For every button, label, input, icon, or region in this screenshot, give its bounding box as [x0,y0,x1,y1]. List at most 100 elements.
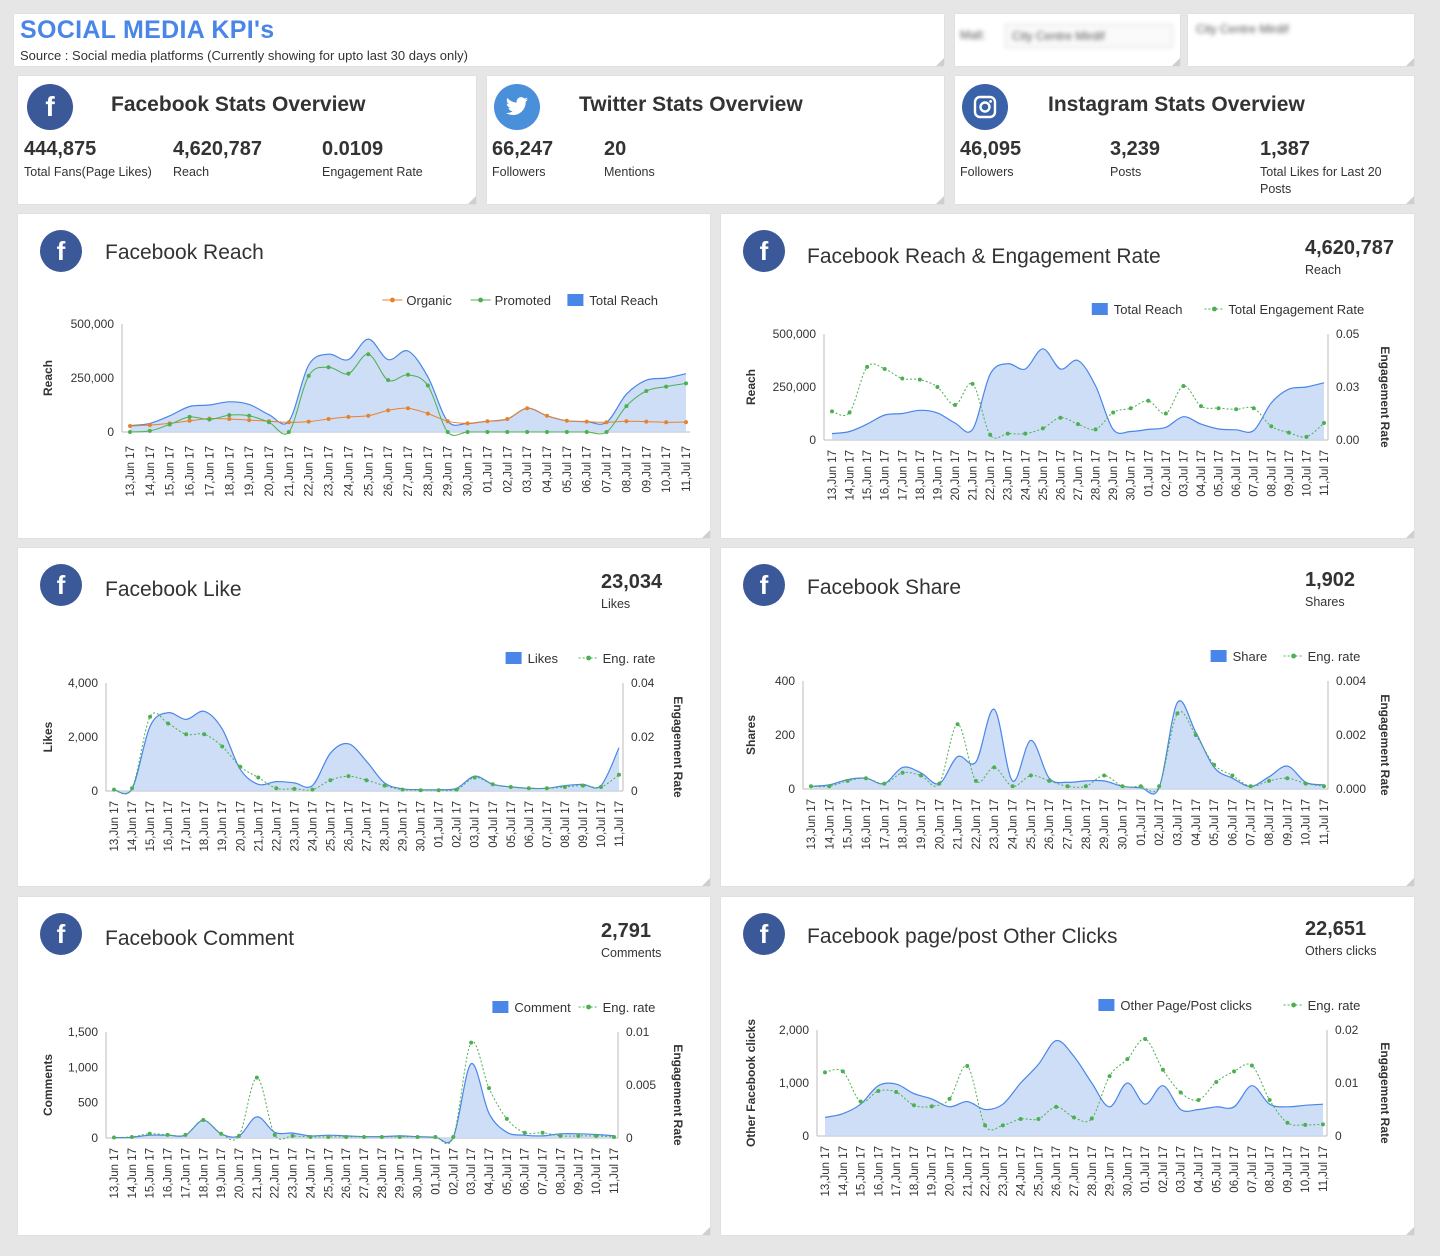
promoted-point [425,383,430,388]
x-tick-label: 25,Jun 17 [1038,450,1050,501]
eng-rate-point [1193,733,1198,737]
organic-point [485,419,490,424]
y-tick-label: 2,000 [779,1023,809,1037]
total-engagement-rate-point [1304,434,1309,439]
x-tick-label: 10,Jul 17 [1301,799,1313,846]
y-axis-title: Shares [744,715,758,755]
x-tick-label: 20,Jun 17 [934,799,946,850]
y-tick-label: 500,000 [773,327,817,341]
mall-filter-dropdown[interactable]: City Centre Mirdif [1005,24,1173,48]
x-tick-label: 01,Jul 17 [1143,450,1155,497]
eng-rate-point [1285,1120,1290,1125]
eng-rate-point [148,714,153,719]
promoted-point [128,430,132,434]
x-tick-label: 03,Jul 17 [1172,799,1184,846]
eng-rate-point [973,778,978,783]
promoted-point [584,430,589,434]
organic-point [147,423,152,428]
fb-share-chart-title: Facebook Share [807,576,962,599]
fb-reach-value: 4,620,787 [173,138,262,160]
legend-label-eng-rate: Eng. rate [1308,649,1361,664]
organic-point [684,420,688,425]
x-tick-label: 16,Jun 17 [185,446,197,497]
x-tick-label: 13,Jun 17 [109,801,121,852]
eng-rate-point [292,786,297,791]
total-engagement-rate-point [953,403,957,408]
x-tick-label: 27,Jun 17 [362,801,374,852]
eng-rate-point [1303,1122,1308,1127]
organic-point [584,419,589,424]
x-tick-label: 15,Jun 17 [856,1146,868,1197]
x-tick-label: 13,Jun 17 [109,1148,121,1199]
x-tick-label: 19,Jun 17 [927,1146,939,1197]
total-reach-area [130,339,686,432]
fb-like-card: f Facebook Like 23,034 Likes 0 2,000 4,000… [18,548,710,886]
eng-rate-point [1083,784,1088,789]
y2-tick-label: 0.002 [1336,728,1366,742]
total-engagement-rate-point [1040,426,1045,431]
eng-rate-point [454,787,459,792]
fb-comment-big-value: 2,791 [601,920,652,942]
fb-reach-eng-chart: 0 250,000 500,000 0.00 0.03 0.05 Reach Engageme… [744,302,1392,501]
x-tick-label: 25,Jun 17 [1033,1146,1045,1197]
eng-rate-point [274,786,279,791]
tw-followers-label: Followers [492,165,546,179]
legend-marker-eng-rate [1291,1002,1296,1008]
eng-rate-point [827,784,832,789]
x-tick-label: 15,Jun 17 [145,801,157,852]
x-tick-label: 16,Jun 17 [163,1148,175,1199]
eng-rate-point [558,1133,563,1138]
facebook-icon: f [27,84,73,130]
x-tick-label: 22,Jun 17 [971,799,983,850]
x-tick-label: 10,Jul 17 [596,801,608,848]
eng-rate-point [1196,1097,1201,1102]
eng-rate-point [526,786,531,791]
organic-point [286,420,291,425]
x-tick-label: 04,Jul 17 [1191,799,1203,846]
x-tick-label: 05,Jul 17 [1209,799,1221,846]
eng-rate-point [612,1134,616,1139]
x-tick-label: 28,Jun 17 [423,446,435,497]
x-tick-label: 19,Jun 17 [916,799,928,850]
x-tick-label: 15,Jun 17 [862,450,874,501]
total-engagement-rate-point [970,381,975,386]
instagram-overview-card: Instagram Stats Overview 46,095 Follower… [955,76,1414,204]
legend-label-other-page-post-clicks: Other Page/Post clicks [1120,998,1252,1013]
x-tick-label: 23,Jun 17 [288,1148,300,1199]
x-tick-label: 30,Jun 17 [1122,1146,1134,1197]
eng-rate-point [1065,784,1070,789]
y2-tick-label: 0.01 [1335,1076,1359,1090]
x-tick-label: 10,Jul 17 [591,1148,603,1195]
organic-point [406,406,410,411]
x-tick-label: 05,Jul 17 [1214,450,1226,497]
y2-tick-label: 0.005 [626,1078,656,1092]
organic-point [644,419,649,424]
eng-rate-point [1054,1104,1059,1109]
organic-point [624,419,629,424]
tw-mentions-label: Mentions [604,165,655,179]
x-tick-label: 10,Jul 17 [1300,1146,1312,1193]
eng-rate-point [1267,778,1272,783]
y-axis-title: Likes [41,721,55,752]
y-tick-label: 0 [91,1131,98,1145]
eng-rate-point [415,1134,420,1139]
eng-rate-point [911,1103,916,1108]
promoted-point [267,420,271,425]
organic-point [445,419,450,424]
x-tick-label: 22,Jun 17 [985,450,997,501]
eng-rate-line [113,712,620,795]
y-axis-title: Comments [41,1054,55,1116]
legend-swatch-total-reach [1091,303,1108,315]
promoted-point [624,404,629,409]
x-tick-label: 14,Jun 17 [838,1146,850,1197]
x-tick-label: 06,Jul 17 [520,1148,532,1195]
legend-label-total-reach: Total Reach [589,293,658,308]
x-tick-label: 09,Jul 17 [578,801,590,848]
eng-rate-point [256,775,261,780]
y2-tick-label: 0.00 [1336,433,1360,447]
eng-rate-point [184,732,189,737]
promoted-point [386,378,391,383]
x-tick-label: 30,Jun 17 [1126,450,1138,501]
eng-rate-point [858,1099,863,1104]
eng-rate-point [201,1117,206,1122]
